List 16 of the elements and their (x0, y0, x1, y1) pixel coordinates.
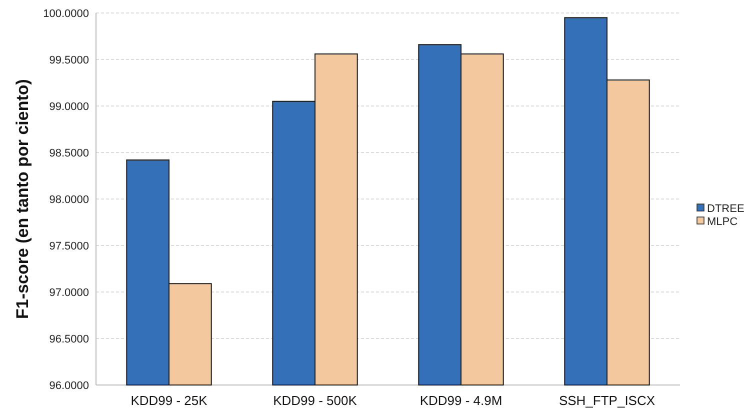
y-tick-label: 98.0000 (49, 194, 89, 206)
legend-label: DTREE (707, 202, 744, 215)
x-tick-label: SSH_FTP_ISCX (558, 393, 656, 408)
y-axis-title: F1-score (en tanto por ciento) (13, 79, 32, 319)
y-tick-label: 97.5000 (49, 240, 89, 252)
x-tick-label: KDD99 - 4.9M (420, 393, 502, 408)
y-tick-label: 97.0000 (49, 286, 89, 299)
y-tick-label: 96.0000 (49, 380, 89, 392)
y-tick-label: 99.0000 (49, 100, 89, 113)
x-tick-label: KDD99 - 25K (130, 393, 208, 408)
y-tick-label: 100.0000 (43, 8, 89, 20)
legend-label: MLPC (707, 216, 738, 228)
y-tick-label: 99.5000 (49, 54, 89, 66)
y-tick-label: 98.5000 (49, 147, 89, 160)
x-tick-label: KDD99 - 500K (273, 393, 358, 408)
y-tick-label: 96.5000 (49, 333, 89, 346)
